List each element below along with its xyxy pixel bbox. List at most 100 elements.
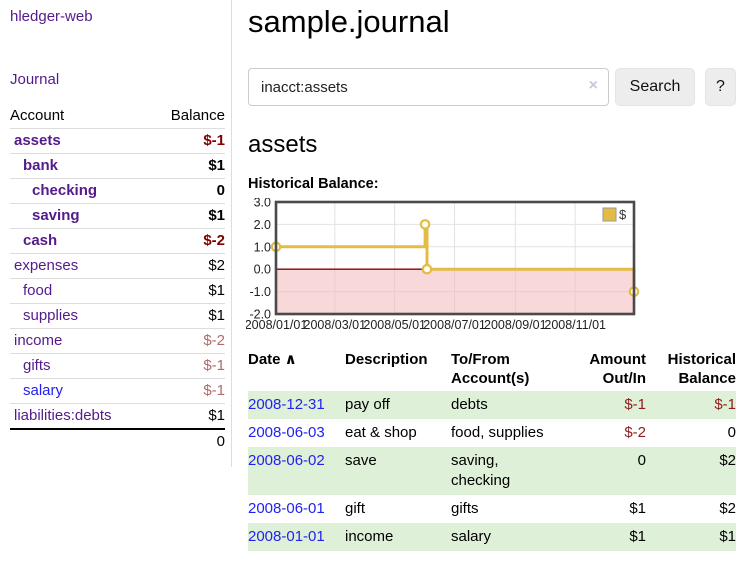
main-content: sample.journal × Search ? assets Histori… (232, 0, 742, 569)
accounts-total-value: 0 (150, 428, 225, 453)
balance-cell: 0 (727, 424, 736, 441)
svg-text:$: $ (619, 207, 627, 222)
search-input-wrap: × (248, 68, 609, 106)
register-col-header: Amount Out/In (589, 351, 646, 387)
accounts-col-balance: Balance (170, 107, 225, 124)
account-link[interactable]: checking (32, 182, 98, 199)
account-row: income $-2 (10, 328, 225, 354)
register-col-header: To/From Account(s) (451, 351, 530, 387)
help-button[interactable]: ? (705, 68, 736, 106)
amount-cell: $1 (629, 500, 646, 517)
account-balance: $-1 (150, 128, 225, 154)
account-row: supplies $1 (10, 303, 225, 329)
register-col-header[interactable]: Date ∧ (248, 351, 297, 368)
account-balance: $1 (150, 153, 225, 179)
chart-canvas: $3.0 2.0 1.0 0.0 -1.0 -2.02008/01/012008/03/0… (245, 196, 640, 332)
account-name-cell: expenses (10, 253, 151, 279)
account-link[interactable]: income (14, 332, 63, 349)
balance-cell: $-1 (714, 396, 736, 413)
account-balance: $-2 (150, 228, 225, 254)
svg-text:0.0: 0.0 (254, 263, 271, 277)
transaction-date-cell: 2008-06-01 (248, 495, 345, 523)
balance-cell: $2 (719, 452, 736, 469)
accounts-header-row: Account Balance (10, 104, 225, 129)
transaction-date-link[interactable]: 2008-06-03 (248, 424, 325, 441)
account-balance: $-1 (150, 353, 225, 379)
transaction-date-cell: 2008-01-01 (248, 523, 345, 551)
register-table: Date ∧ Description To/From Account(s) Amoun… (248, 348, 736, 551)
account-link[interactable]: saving (32, 207, 80, 224)
transaction-date-link[interactable]: 2008-06-02 (248, 452, 325, 469)
svg-text:1.0: 1.0 (254, 240, 271, 254)
account-balance: $-1 (150, 378, 225, 404)
account-name-cell: checking (10, 178, 151, 204)
transaction-date-link[interactable]: 2008-12-31 (248, 396, 325, 413)
account-name-cell: liabilities:debts (10, 403, 151, 429)
accounts-cell: gifts (451, 500, 479, 517)
search-button[interactable]: Search (615, 68, 695, 106)
accounts-table: Account Balance assets $-1 bank $1 checking 0… (10, 104, 225, 453)
transaction-date-link[interactable]: 2008-06-01 (248, 500, 325, 517)
account-balance: $1 (150, 403, 225, 429)
amount-cell: $-1 (624, 396, 646, 413)
search-bar: × Search ? (248, 68, 736, 106)
chart-title: Historical Balance: (248, 176, 379, 192)
description-cell: gift (345, 500, 366, 517)
account-row: checking 0 (10, 178, 225, 204)
svg-text:-1.0: -1.0 (249, 285, 271, 299)
register-col-header: Historical Balance (667, 351, 736, 387)
app-root: hledger-web Journal Account Balance asse… (0, 0, 742, 569)
register-row: 2008-01-01 income salary $1 $1 (248, 523, 736, 551)
account-row: expenses $2 (10, 253, 225, 279)
account-link[interactable]: food (23, 282, 53, 299)
amount-cell: $-2 (624, 424, 646, 441)
transaction-date-cell: 2008-06-03 (248, 419, 345, 447)
account-balance: $2 (150, 253, 225, 279)
account-balance: 0 (150, 178, 225, 204)
account-link[interactable]: expenses (14, 257, 79, 274)
account-row: saving $1 (10, 203, 225, 229)
description-cell: eat & shop (345, 424, 417, 441)
sidebar: hledger-web Journal Account Balance asse… (0, 0, 232, 467)
register-row: 2008-06-02 save saving, checking 0 $2 (248, 447, 736, 495)
description-cell: pay off (345, 396, 390, 413)
account-link[interactable]: liabilities:debts (14, 407, 112, 424)
transaction-date-cell: 2008-06-02 (248, 447, 345, 495)
account-link[interactable]: gifts (23, 357, 51, 374)
search-input[interactable] (248, 68, 609, 106)
accounts-cell: saving, checking (451, 452, 511, 489)
account-name-cell: cash (10, 228, 151, 254)
account-name-cell: saving (10, 203, 151, 229)
account-row: gifts $-1 (10, 353, 225, 379)
register-row: 2008-06-03 eat & shop food, supplies $-2 0 (248, 419, 736, 447)
account-name-cell: food (10, 278, 151, 304)
page-title: sample.journal (248, 4, 450, 39)
svg-text:2008/09/01: 2008/09/01 (484, 318, 547, 332)
account-name-cell: supplies (10, 303, 151, 329)
account-row: assets $-1 (10, 128, 225, 154)
account-name-cell: assets (10, 128, 151, 154)
account-balance: $1 (150, 203, 225, 229)
svg-text:2.0: 2.0 (254, 218, 271, 232)
account-name-cell: salary (10, 378, 151, 404)
account-row: food $1 (10, 278, 225, 304)
account-link[interactable]: supplies (23, 307, 79, 324)
account-row: liabilities:debts $1 (10, 403, 225, 429)
balance-cell: $2 (719, 500, 736, 517)
sidebar-item-journal[interactable]: Journal (10, 71, 60, 88)
app-brand-link[interactable]: hledger-web (10, 8, 93, 25)
account-balance: $-2 (150, 328, 225, 354)
account-link[interactable]: assets (14, 132, 61, 149)
balance-cell: $1 (719, 528, 736, 545)
accounts-cell: food, supplies (451, 424, 544, 441)
account-name-cell: bank (10, 153, 151, 179)
account-balance: $1 (150, 278, 225, 304)
transaction-date-link[interactable]: 2008-01-01 (248, 528, 325, 545)
account-row: bank $1 (10, 153, 225, 179)
account-link[interactable]: cash (23, 232, 58, 249)
account-heading: assets (248, 131, 318, 158)
account-balance: $1 (150, 303, 225, 329)
account-link[interactable]: bank (23, 157, 59, 174)
clear-search-icon[interactable]: × (588, 77, 598, 94)
account-link[interactable]: salary (23, 382, 64, 399)
